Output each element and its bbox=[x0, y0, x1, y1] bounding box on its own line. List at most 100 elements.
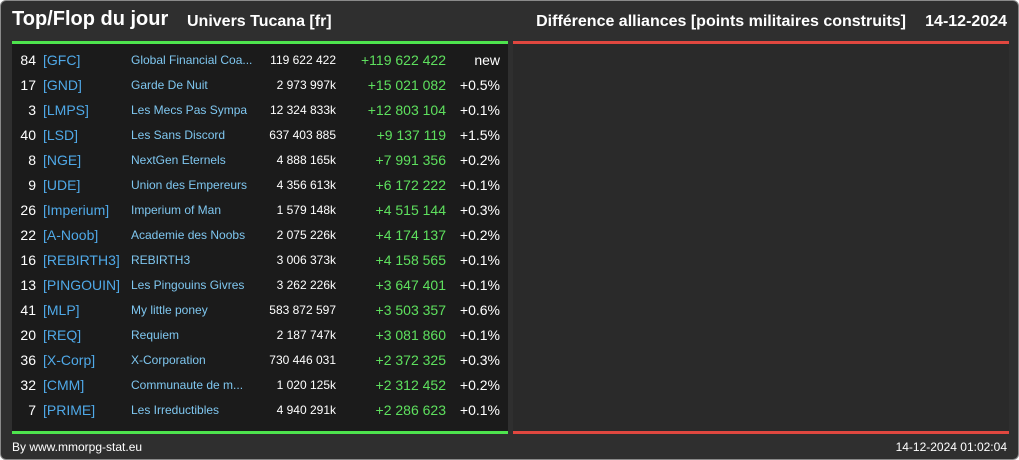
table-row: 7 [PRIME] Les Irreductibles 4 940 291k +2 28… bbox=[12, 398, 508, 423]
points-difference: +9 137 119 bbox=[376, 127, 446, 143]
rank-cell: 3 bbox=[28, 102, 36, 118]
alliance-tag[interactable]: [PINGOUIN] bbox=[43, 277, 121, 293]
alliance-tag[interactable]: [GND] bbox=[43, 77, 82, 93]
points-difference: +2 312 452 bbox=[375, 377, 446, 393]
points-total: 119 622 422 bbox=[270, 53, 336, 67]
points-difference: +15 021 082 bbox=[367, 77, 446, 93]
points-difference: +3 081 860 bbox=[375, 327, 446, 343]
table-row: 8 [NGE] NextGen Eternels 4 888 165k +7 991 3… bbox=[12, 148, 508, 173]
alliance-tag[interactable]: [LMPS] bbox=[43, 102, 89, 118]
alliance-name[interactable]: Academie des Noobs bbox=[131, 228, 246, 242]
alliance-name[interactable]: NextGen Eternels bbox=[131, 153, 226, 167]
alliance-name[interactable]: Global Financial Coa... bbox=[131, 53, 253, 67]
alliance-tag[interactable]: [GFC] bbox=[43, 52, 81, 68]
percent-change: +0.2% bbox=[459, 377, 500, 393]
points-total: 583 872 597 bbox=[269, 303, 336, 317]
points-total: 1 579 148k bbox=[276, 203, 336, 217]
footer-timestamp: 14-12-2024 01:02:04 bbox=[895, 440, 1007, 454]
alliance-tag[interactable]: [REBIRTH3] bbox=[43, 252, 120, 268]
rank-cell: 36 bbox=[20, 352, 36, 368]
bottom-divider-green bbox=[12, 431, 508, 434]
rank-cell: 13 bbox=[20, 277, 36, 293]
points-total: 637 403 885 bbox=[269, 128, 336, 142]
alliance-tag[interactable]: [NGE] bbox=[43, 152, 82, 168]
points-difference: +2 286 623 bbox=[375, 402, 446, 418]
percent-change: +0.1% bbox=[459, 252, 500, 268]
rank-cell: 26 bbox=[20, 202, 36, 218]
percent-change: +0.1% bbox=[459, 327, 500, 343]
universe-label: Univers Tucana [fr] bbox=[187, 13, 332, 30]
points-total: 1 020 125k bbox=[276, 378, 336, 392]
percent-change: +1.5% bbox=[459, 127, 500, 143]
points-total: 2 973 997k bbox=[276, 78, 336, 92]
alliance-tag[interactable]: [UDE] bbox=[43, 177, 81, 193]
percent-change: +0.2% bbox=[459, 227, 500, 243]
percent-change: +0.1% bbox=[459, 102, 500, 118]
rank-cell: 41 bbox=[20, 302, 36, 318]
alliance-name[interactable]: Les Pingouins Givres bbox=[131, 278, 245, 292]
alliance-name[interactable]: Communaute de m... bbox=[131, 378, 244, 392]
alliance-name[interactable]: Union des Empereurs bbox=[131, 178, 248, 192]
points-difference: +3 647 401 bbox=[375, 277, 446, 293]
percent-change: +0.3% bbox=[459, 202, 500, 218]
points-difference: +3 503 357 bbox=[375, 302, 446, 318]
table-row: 16 [REBIRTH3] REBIRTH3 3 006 373k +4 158 565… bbox=[12, 248, 508, 273]
points-difference: +4 174 137 bbox=[375, 227, 446, 243]
rank-cell: 8 bbox=[28, 152, 36, 168]
alliance-tag[interactable]: [X-Corp] bbox=[43, 352, 96, 368]
percent-change: +0.6% bbox=[459, 302, 500, 318]
points-difference: +7 991 356 bbox=[375, 152, 446, 168]
alliance-tag[interactable]: [A-Noob] bbox=[43, 227, 99, 243]
points-total: 730 446 031 bbox=[269, 353, 336, 367]
table-row: 36 [X-Corp] X-Corporation 730 446 031 +2 372… bbox=[12, 348, 508, 373]
points-total: 12 324 833k bbox=[269, 103, 336, 117]
rank-cell: 7 bbox=[28, 402, 36, 418]
alliance-name[interactable]: My little poney bbox=[131, 303, 208, 317]
top-gainers-panel: 84 [GFC] Global Financial Coa... 119 622 42… bbox=[12, 44, 508, 431]
table-row: 84 [GFC] Global Financial Coa... 119 622 42… bbox=[12, 48, 508, 73]
percent-change: +0.1% bbox=[459, 402, 500, 418]
percent-change: +0.5% bbox=[459, 77, 500, 93]
percent-change: new bbox=[474, 52, 500, 68]
percent-change: +0.3% bbox=[459, 352, 500, 368]
bottom-divider-red bbox=[513, 431, 1009, 434]
alliance-tag[interactable]: [Imperium] bbox=[43, 202, 110, 218]
table-row: 3 [LMPS] Les Mecs Pas Sympa 12 324 833k +12 … bbox=[12, 98, 508, 123]
points-difference: +12 803 104 bbox=[367, 102, 446, 118]
top-divider-red bbox=[513, 41, 1009, 44]
table-row: 26 [Imperium] Imperium of Man 1 579 148k +4 … bbox=[12, 198, 508, 223]
points-difference: +2 372 325 bbox=[375, 352, 446, 368]
points-total: 4 356 613k bbox=[276, 178, 336, 192]
alliance-name[interactable]: Les Sans Discord bbox=[131, 128, 226, 142]
alliance-tag[interactable]: [LSD] bbox=[43, 127, 79, 143]
page-title: Top/Flop du jour bbox=[12, 8, 169, 30]
points-difference: +6 172 222 bbox=[375, 177, 446, 193]
alliance-name[interactable]: Les Mecs Pas Sympa bbox=[131, 103, 248, 117]
percent-change: +0.2% bbox=[459, 152, 500, 168]
header-date: 14-12-2024 bbox=[925, 13, 1007, 30]
points-total: 4 888 165k bbox=[276, 153, 336, 167]
alliance-tag[interactable]: [MLP] bbox=[43, 302, 80, 318]
points-difference: +4 158 565 bbox=[375, 252, 446, 268]
alliance-tag[interactable]: [REQ] bbox=[43, 327, 82, 343]
alliance-name[interactable]: Les Irreductibles bbox=[131, 403, 220, 417]
footer-credit: By www.mmorpg-stat.eu bbox=[12, 440, 143, 454]
alliance-name[interactable]: REBIRTH3 bbox=[131, 253, 191, 267]
points-total: 3 262 226k bbox=[276, 278, 336, 292]
alliance-name[interactable]: Garde De Nuit bbox=[131, 78, 208, 92]
table-row: 22 [A-Noob] Academie des Noobs 2 075 226k +4… bbox=[12, 223, 508, 248]
top-divider-green bbox=[12, 41, 508, 44]
alliance-name[interactable]: Requiem bbox=[131, 328, 180, 342]
rank-cell: 20 bbox=[20, 327, 36, 343]
rank-cell: 84 bbox=[20, 52, 36, 68]
table-row: 20 [REQ] Requiem 2 187 747k +3 081 860 +0.1% bbox=[12, 323, 508, 348]
alliance-tag[interactable]: [CMM] bbox=[43, 377, 85, 393]
alliance-name[interactable]: X-Corporation bbox=[131, 353, 206, 367]
points-difference: +4 515 144 bbox=[375, 202, 446, 218]
rank-cell: 16 bbox=[20, 252, 36, 268]
points-difference: +119 622 422 bbox=[361, 52, 446, 68]
alliance-name[interactable]: Imperium of Man bbox=[131, 203, 222, 217]
rank-cell: 32 bbox=[20, 377, 36, 393]
alliance-tag[interactable]: [PRIME] bbox=[43, 402, 96, 418]
